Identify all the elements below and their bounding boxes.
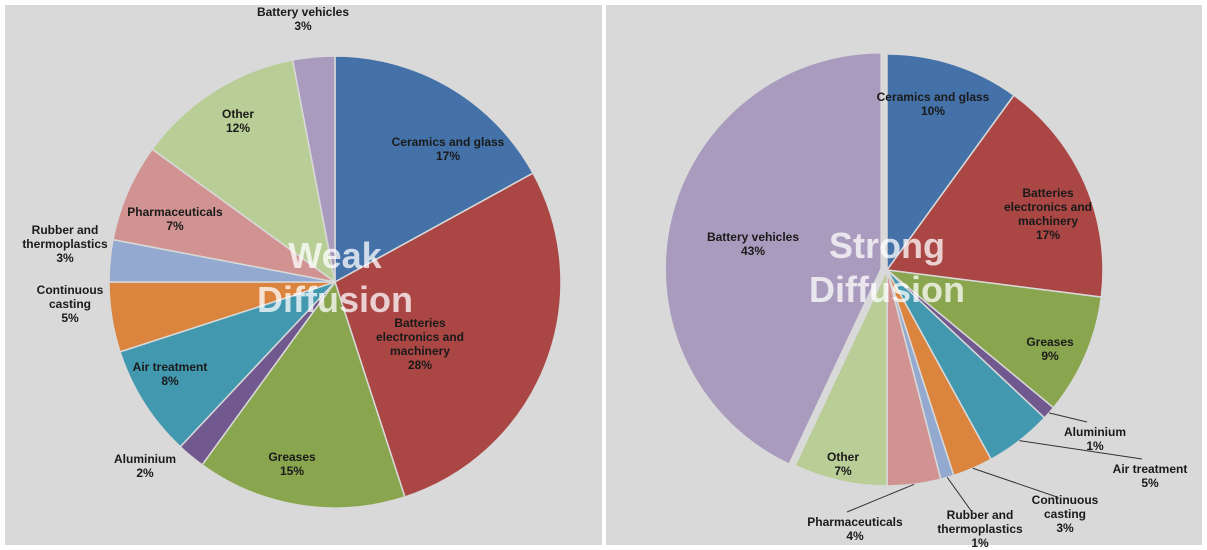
- slice-value-label: 43%: [741, 244, 765, 258]
- slice-value-label: 3%: [294, 19, 312, 33]
- slice-value-label: 7%: [834, 464, 852, 478]
- slice-label: Pharmaceuticals: [807, 515, 903, 529]
- leader-line: [1019, 440, 1143, 460]
- pie: [664, 51, 1104, 487]
- pie-slice: [885, 94, 1104, 298]
- slice-label: Batteries electronics and machinery: [1004, 186, 1092, 228]
- pie-slice: [334, 172, 562, 498]
- slice-value-label: 7%: [166, 219, 184, 233]
- pie-slice: [884, 268, 1103, 409]
- slice-label: Air treatment: [1113, 462, 1188, 476]
- slice-label: Rubber and thermoplastics: [937, 508, 1023, 536]
- slice-label: Pharmaceuticals: [127, 205, 223, 219]
- slice-value-label: 3%: [56, 251, 74, 265]
- slice-label: Battery vehicles: [707, 230, 799, 244]
- slice-label: Continuous casting: [37, 283, 104, 311]
- pie-slice: [201, 280, 406, 509]
- slice-value-label: 28%: [408, 358, 432, 372]
- slice-label: Other: [827, 450, 859, 464]
- slice-value-label: 1%: [971, 536, 989, 550]
- pie-slice: [886, 53, 1016, 273]
- slice-label: Other: [222, 107, 254, 121]
- slice-label: Air treatment: [133, 360, 208, 374]
- slice-value-label: 17%: [436, 149, 460, 163]
- pie-slice: [334, 55, 535, 284]
- slice-label: Battery vehicles: [257, 5, 349, 19]
- slice-value-label: 5%: [1141, 476, 1159, 490]
- slice-value-label: 10%: [921, 104, 945, 118]
- slice-value-label: 8%: [161, 374, 179, 388]
- pie-slice: [794, 269, 888, 487]
- slice-value-label: 5%: [61, 311, 79, 325]
- slice-label: Aluminium: [1064, 425, 1126, 439]
- slice-label: Batteries electronics and machinery: [376, 316, 464, 358]
- slice-value-label: 4%: [846, 529, 864, 543]
- leader-line: [846, 483, 915, 513]
- leader-line: [1048, 412, 1088, 423]
- pie-slice: [119, 281, 336, 448]
- slice-label: Greases: [1026, 335, 1074, 349]
- slice-value-label: 2%: [136, 466, 154, 480]
- pie-slice: [151, 59, 337, 284]
- slice-label: Greases: [268, 450, 316, 464]
- center-title: Strong Diffusion: [809, 225, 965, 310]
- center-title: Weak Diffusion: [257, 235, 413, 320]
- leader-line: [946, 477, 973, 513]
- slice-value-label: 17%: [1036, 228, 1060, 242]
- slice-value-label: 9%: [1041, 349, 1059, 363]
- pie-slice: [291, 55, 336, 283]
- slice-value-label: 1%: [1086, 439, 1104, 453]
- slice-label: Aluminium: [114, 452, 176, 466]
- slice-value-label: 15%: [280, 464, 304, 478]
- pie-slice: [664, 51, 882, 466]
- leader-line: [972, 467, 1058, 498]
- pie: [108, 55, 562, 509]
- slice-value-label: 12%: [226, 121, 250, 135]
- slice-label: Ceramics and glass: [392, 135, 505, 149]
- slice-value-label: 3%: [1056, 521, 1074, 535]
- slice-label: Continuous casting: [1032, 493, 1099, 521]
- slice-label: Rubber and thermoplastics: [22, 223, 108, 251]
- slice-label: Ceramics and glass: [877, 90, 990, 104]
